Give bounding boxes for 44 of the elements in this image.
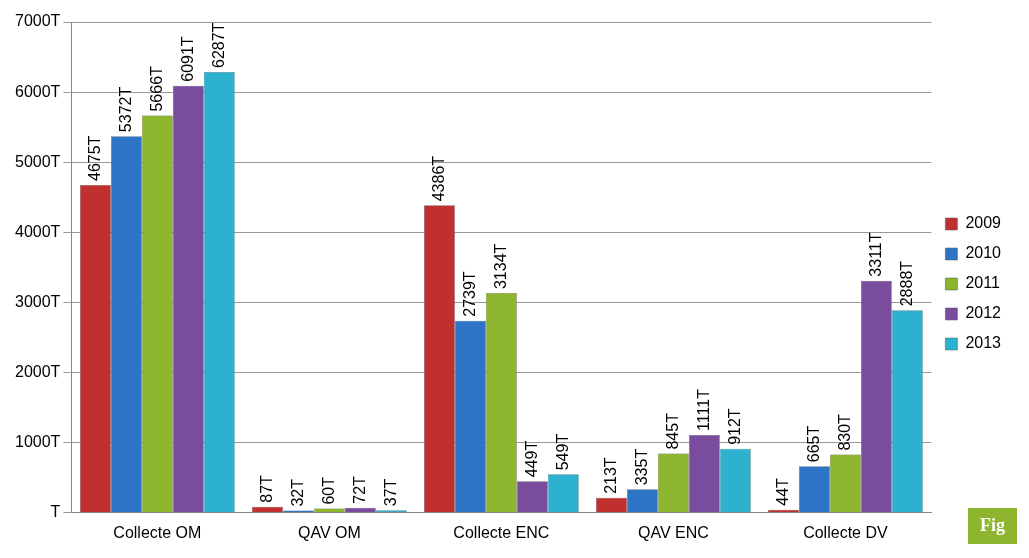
data-label: 5372T [116, 86, 134, 133]
y-tick-label: 5000T [14, 152, 61, 170]
legend-label: 2009 [965, 214, 1002, 232]
y-tick-label: 4000T [14, 222, 61, 240]
legend-label: 2012 [965, 304, 1002, 322]
data-label: 912T [725, 408, 743, 445]
y-tick-label: 6000T [14, 82, 61, 100]
data-label: 449T [522, 440, 540, 478]
x-tick-label: QAV OM [297, 523, 361, 541]
legend-label: 2013 [965, 334, 1002, 352]
data-label: 4675T [85, 135, 103, 182]
data-label: 2888T [897, 260, 915, 307]
text: Fig [980, 514, 1005, 535]
data-label: 72T [350, 475, 368, 504]
x-tick-label: Collecte ENC [453, 523, 550, 541]
data-label: 335T [632, 448, 650, 486]
y-tick-label: T [50, 503, 61, 521]
data-label: 830T [835, 413, 853, 451]
x-tick-label: Collecte DV [803, 523, 888, 541]
data-label: 4386T [429, 155, 447, 202]
data-label: 6091T [178, 36, 196, 82]
y-tick-label: 1000T [14, 433, 61, 451]
data-label: 549T [553, 433, 571, 471]
data-label: 6287T [209, 22, 227, 68]
y-tick-label: 2000T [14, 362, 61, 380]
data-label: 60T [319, 476, 337, 505]
y-tick-label: 3000T [14, 292, 61, 310]
legend-label: 2010 [965, 244, 1002, 262]
data-label: 44T [773, 477, 791, 506]
data-label: 1111T [694, 388, 712, 431]
data-label: 2739T [460, 271, 478, 317]
data-label: 845T [663, 412, 681, 450]
data-label: 3311T [866, 232, 884, 277]
x-tick-label: Collecte OM [113, 523, 202, 541]
data-label: 213T [601, 457, 619, 494]
data-label: 87T [257, 474, 275, 503]
data-label: 37T [381, 478, 399, 507]
data-label: 32T [288, 478, 306, 507]
x-tick-label: QAV ENC [637, 523, 709, 541]
data-label: 5666T [147, 65, 165, 112]
data-label: 3134T [491, 243, 509, 290]
y-tick-label: 7000T [14, 12, 61, 30]
data-label: 665T [804, 425, 822, 463]
legend-label: 2011 [965, 274, 1000, 292]
